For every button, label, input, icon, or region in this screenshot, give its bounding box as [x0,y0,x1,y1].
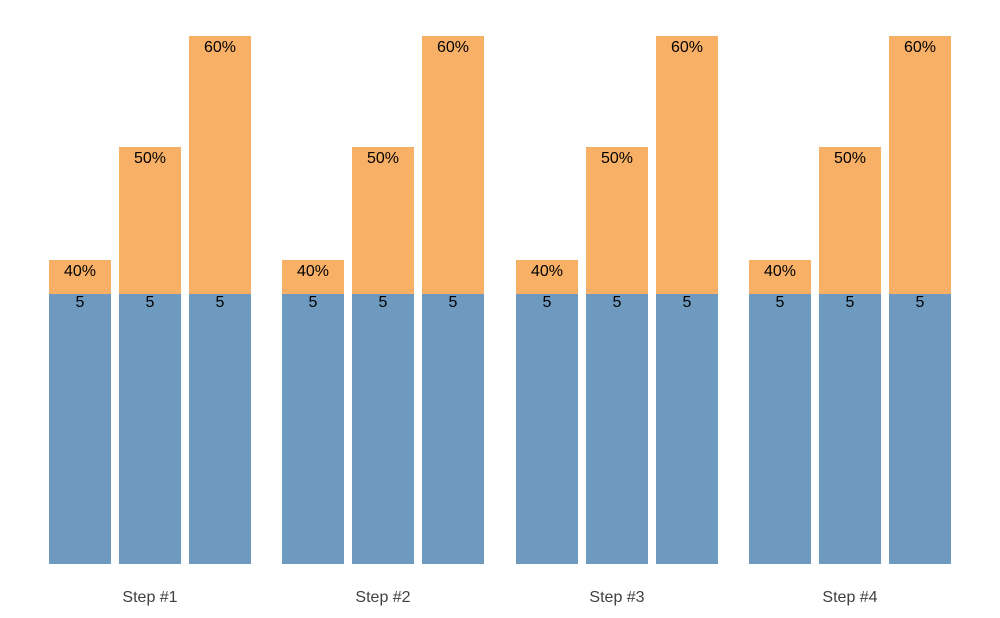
bar-base-label: 5 [145,294,155,311]
bar-percent-label: 40% [530,263,564,280]
group-label-step-2: Step #2 [355,589,411,606]
bar-segment-base: 5 [282,294,344,564]
bar-base-label: 5 [378,294,388,311]
bar-base-label: 5 [75,294,85,311]
bar-percent-label: 60% [670,39,704,56]
bar-base-label: 5 [775,294,785,311]
bar-base-label: 5 [682,294,692,311]
bar-segment-percent: 40% [282,260,344,294]
bar-segment-percent: 50% [819,147,881,294]
bar-base-label: 5 [915,294,925,311]
bar-segment-base: 5 [49,294,111,564]
bar-segment-base: 5 [352,294,414,564]
bar-segment-base: 5 [819,294,881,564]
bar-segment-percent: 60% [889,36,951,294]
bar-segment-percent: 60% [422,36,484,294]
group-label-step-3: Step #3 [589,589,645,606]
bar-percent-label: 50% [833,150,867,167]
group-label-step-1: Step #1 [122,589,178,606]
bar-percent-label: 40% [63,263,97,280]
bar-base-label: 5 [308,294,318,311]
bar-percent-label: 50% [133,150,167,167]
bar-segment-percent: 40% [516,260,578,294]
bar-percent-label: 40% [763,263,797,280]
bar-segment-percent: 60% [656,36,718,294]
bar-percent-label: 50% [366,150,400,167]
bar-segment-percent: 50% [352,147,414,294]
bar-segment-percent: 50% [586,147,648,294]
bar-segment-percent: 40% [749,260,811,294]
bar-percent-label: 50% [600,150,634,167]
bar-base-label: 5 [845,294,855,311]
bar-percent-label: 60% [903,39,937,56]
bar-segment-base: 5 [422,294,484,564]
bar-base-label: 5 [215,294,225,311]
bar-base-label: 5 [448,294,458,311]
bar-segment-percent: 60% [189,36,251,294]
bar-percent-label: 40% [296,263,330,280]
bar-segment-base: 5 [749,294,811,564]
bar-segment-base: 5 [889,294,951,564]
bar-segment-base: 5 [516,294,578,564]
bar-segment-base: 5 [586,294,648,564]
group-label-step-4: Step #4 [822,589,878,606]
bar-segment-base: 5 [189,294,251,564]
bar-percent-label: 60% [203,39,237,56]
bar-segment-base: 5 [119,294,181,564]
bar-segment-base: 5 [656,294,718,564]
bar-base-label: 5 [612,294,622,311]
bar-segment-percent: 40% [49,260,111,294]
bar-segment-percent: 50% [119,147,181,294]
bar-percent-label: 60% [436,39,470,56]
bar-base-label: 5 [542,294,552,311]
